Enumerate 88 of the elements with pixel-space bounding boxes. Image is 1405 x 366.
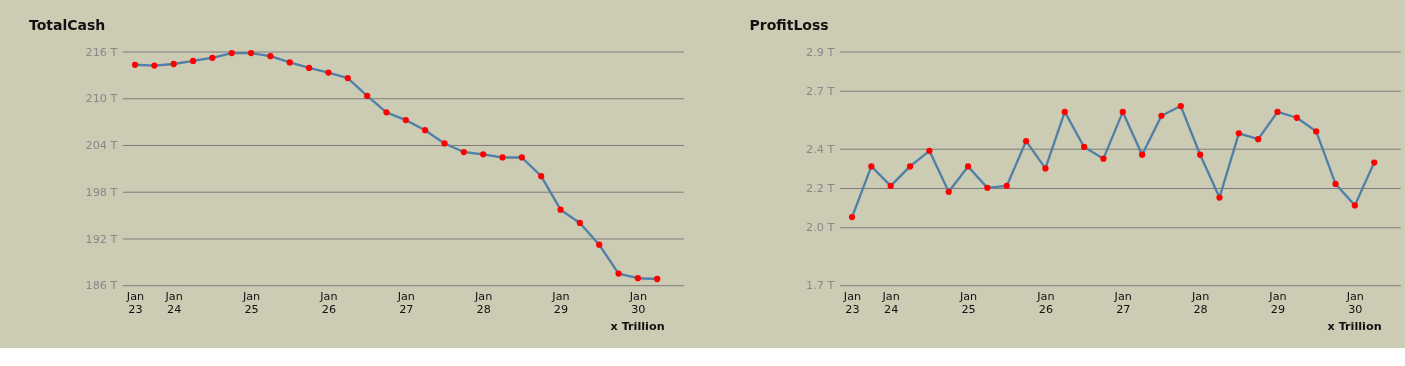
y-tick-label: 192 T (85, 232, 118, 246)
point (1313, 128, 1320, 135)
point (1119, 108, 1126, 116)
point (344, 74, 351, 82)
point (441, 140, 448, 147)
point (1216, 194, 1223, 201)
point (499, 154, 506, 161)
point (1100, 155, 1107, 162)
y-tick-label: 1.7 T (806, 279, 835, 293)
point (422, 127, 429, 134)
point (518, 154, 525, 161)
x-tick-label: Jan 29 (1268, 289, 1287, 316)
point (887, 182, 894, 190)
point (1022, 138, 1030, 145)
y-tick-label: 2.0 T (806, 221, 835, 235)
point (1371, 159, 1378, 166)
point (151, 62, 158, 69)
y-tick-label: 204 T (85, 139, 118, 153)
point (247, 49, 255, 57)
x-tick-label: Jan 23 (125, 289, 145, 316)
point (964, 163, 972, 170)
point (906, 163, 914, 170)
point (1255, 136, 1262, 143)
point (576, 219, 583, 227)
x-tick-label: Jan 26 (319, 289, 338, 316)
y-tick-label: 198 T (85, 185, 118, 199)
point (848, 213, 856, 221)
point (1080, 143, 1088, 151)
point (1042, 165, 1049, 172)
point (1158, 112, 1165, 119)
point (615, 270, 622, 277)
x-tick-label: Jan 28 (473, 289, 493, 316)
point (926, 147, 933, 154)
point (557, 206, 564, 213)
point (305, 64, 313, 72)
point (984, 184, 991, 191)
x-tick-label: Jan 26 (1036, 289, 1055, 316)
point (1332, 180, 1339, 188)
point (170, 60, 177, 68)
y-tick-label: 2.9 T (806, 45, 835, 59)
chart-title: ProfitLoss (749, 17, 829, 34)
point (1293, 114, 1300, 121)
point (460, 148, 467, 156)
point (286, 59, 293, 66)
point (363, 92, 371, 100)
point (325, 69, 332, 76)
x-tick-label: Jan 23 (842, 289, 862, 316)
point (189, 57, 197, 65)
x-tick-label: Jan 27 (1113, 289, 1132, 316)
point (1177, 102, 1184, 110)
text: x Trillion (610, 320, 665, 334)
x-tick-label: Jan 24 (164, 289, 183, 316)
point (1138, 151, 1146, 158)
point (228, 49, 235, 57)
x-tick-label: Jan 27 (396, 289, 415, 316)
x-tick-label: Jan 25 (241, 289, 261, 316)
point (1061, 108, 1068, 116)
point (654, 275, 661, 283)
point (596, 241, 603, 248)
point (1351, 202, 1359, 209)
point (267, 53, 274, 60)
point (1003, 182, 1010, 190)
chart-title: TotalCash (28, 17, 106, 34)
y-tick-label: 2.4 T (806, 143, 835, 157)
point (1197, 151, 1204, 158)
point (868, 163, 875, 170)
point (945, 188, 952, 195)
point (1274, 108, 1281, 116)
x-tick-label: Jan 28 (1190, 289, 1210, 316)
text: x Trillion (1327, 320, 1382, 334)
point (402, 116, 409, 124)
y-tick-label: 216 T (85, 45, 118, 59)
x-tick-label: Jan 24 (881, 289, 900, 316)
point (209, 54, 216, 61)
x-tick-label: Jan 30 (628, 289, 647, 316)
x-tick-label: Jan 29 (551, 289, 570, 316)
y-tick-label: 186 T (85, 279, 118, 293)
y-tick-label: 2.7 T (806, 84, 835, 98)
x-tick-label: Jan 25 (958, 289, 978, 316)
point (383, 109, 390, 116)
point (538, 173, 545, 180)
point (634, 275, 642, 282)
y-tick-label: 2.2 T (806, 182, 835, 196)
point (1235, 130, 1242, 137)
point (131, 61, 139, 68)
x-tick-label: Jan 30 (1345, 289, 1364, 316)
y-tick-label: 210 T (85, 92, 118, 106)
point (480, 151, 487, 158)
